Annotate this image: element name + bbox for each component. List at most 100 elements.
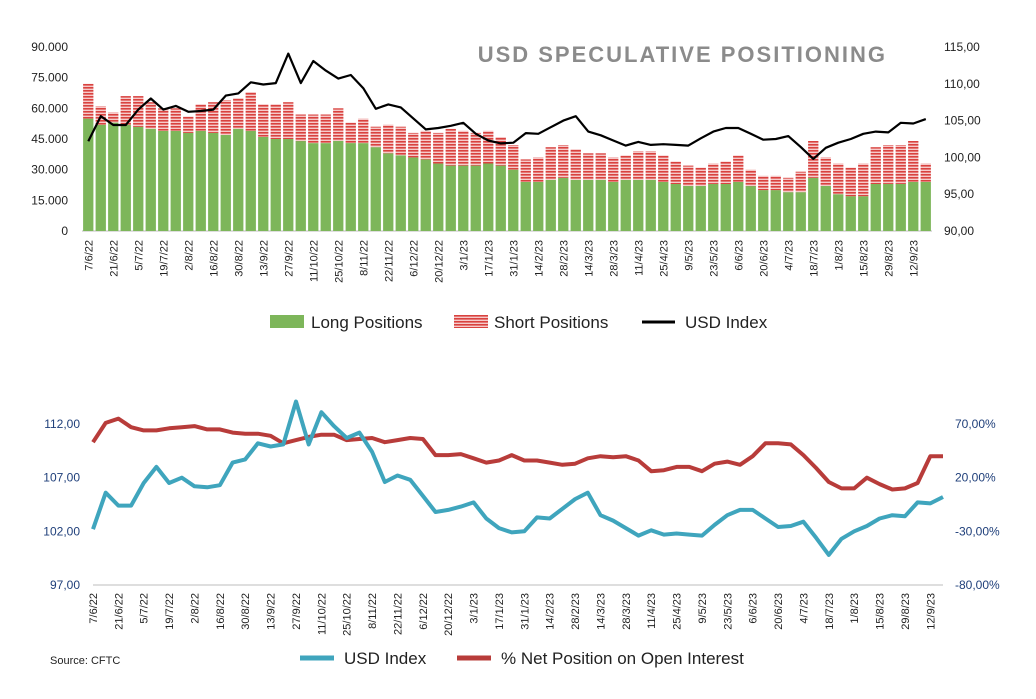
short-bar: [845, 167, 856, 197]
long-bar: [583, 179, 594, 231]
left-tick-label: 75.000: [31, 71, 68, 85]
short-bar: [695, 167, 706, 186]
x-tick-label: 18/7/23: [824, 593, 836, 630]
short-bar: [383, 124, 394, 154]
short-bar: [620, 155, 631, 180]
long-bar: [645, 179, 656, 231]
x-tick-label: 29/8/23: [883, 240, 895, 277]
x-tick-label: 2/8/22: [190, 593, 202, 624]
long-bar: [383, 153, 394, 231]
left-tick-label: 107,00: [43, 471, 80, 485]
long-bar: [670, 184, 681, 231]
long-bar: [520, 181, 531, 231]
long-bar: [595, 179, 606, 231]
long-bar: [420, 159, 431, 231]
x-tick-label: 6/12/22: [408, 240, 420, 277]
long-bar: [95, 124, 106, 231]
left-tick-label: 97,00: [50, 578, 80, 592]
short-bar: [233, 98, 244, 129]
x-tick-label: 1/8/23: [849, 593, 861, 624]
short-bar: [458, 130, 469, 166]
x-tick-label: 27/9/22: [283, 240, 295, 277]
left-axis: 90.000 75.000 60.000 45.000 30.000 15.000 0: [31, 40, 68, 238]
x-tick-label: 11/10/22: [308, 240, 320, 282]
short-bar: [783, 177, 794, 193]
short-bar: [508, 145, 519, 170]
left-tick-label: 90.000: [31, 40, 68, 54]
x-tick-label: 6/12/22: [418, 593, 430, 630]
x-tick-label: 28/3/23: [608, 240, 620, 277]
x-tick-label: 30/8/22: [240, 593, 252, 630]
x-tick-label: 19/7/22: [158, 240, 170, 277]
x-tick-label: 20/12/22: [443, 593, 455, 636]
long-bar: [345, 143, 356, 231]
short-bar: [133, 96, 144, 127]
x-tick-label: 13/9/22: [266, 593, 278, 630]
short-bar: [345, 122, 356, 143]
long-bar: [683, 186, 694, 231]
short-bar: [445, 128, 456, 166]
long-bar: [445, 165, 456, 231]
long-bar: [608, 181, 619, 231]
x-tick-label: 17/1/23: [483, 240, 495, 277]
short-bar: [733, 155, 744, 182]
short-bar: [770, 175, 781, 191]
x-tick-label: 11/10/22: [316, 593, 328, 635]
right-tick-label: 105,00: [944, 114, 981, 128]
long-bar: [483, 163, 494, 231]
left-tick-label: 102,00: [43, 524, 80, 538]
x-tick-label: 2/8/22: [183, 240, 195, 271]
long-bar: [545, 179, 556, 231]
x-tick-label: 25/10/22: [333, 240, 345, 283]
long-bar: [558, 177, 569, 231]
x-tick-label: 14/3/23: [596, 593, 608, 630]
long-bar: [770, 190, 781, 231]
legend-label-short: Short Positions: [494, 313, 608, 332]
x-tick-label: 29/8/23: [900, 593, 912, 630]
short-bar: [333, 108, 344, 141]
x-tick-label: 8/11/22: [367, 593, 379, 629]
x-tick-label: 9/5/23: [683, 240, 695, 271]
right-tick-label: 70,00%: [955, 417, 996, 431]
long-bar: [745, 186, 756, 231]
right-tick-label: 100,00: [944, 150, 981, 164]
long-bar: [895, 184, 906, 231]
x-tick-label: 22/11/22: [383, 240, 395, 282]
x-tick-label: 28/2/23: [558, 240, 570, 277]
short-bar: [570, 149, 581, 180]
long-bar: [308, 143, 319, 231]
short-bar: [883, 145, 894, 184]
x-tick-label: 3/1/23: [469, 593, 481, 624]
x-tick-label: 16/8/22: [208, 240, 220, 277]
short-bar: [370, 126, 381, 148]
long-bar: [495, 165, 506, 231]
long-bar: [270, 139, 281, 231]
legend: Long Positions Short Positions USD Index: [270, 313, 768, 332]
right-tick-label: 20,00%: [955, 471, 996, 485]
long-bar: [395, 155, 406, 231]
right-tick-label: 115,00: [944, 40, 980, 54]
x-tick-label: 12/9/23: [908, 240, 920, 277]
short-bar: [208, 102, 219, 133]
x-tick-label: 21/6/22: [108, 240, 120, 277]
short-bar: [358, 118, 369, 144]
short-bar: [558, 145, 569, 178]
usd-index-line: [87, 52, 927, 160]
long-bar: [870, 184, 881, 231]
legend-swatch-long: [270, 315, 304, 328]
long-bar: [258, 137, 269, 231]
long-bar: [320, 143, 331, 231]
long-bar: [108, 122, 119, 231]
long-bar: [620, 179, 631, 231]
long-bar: [758, 190, 769, 231]
long-bar: [795, 192, 806, 231]
long-bar: [295, 141, 306, 231]
short-bar: [720, 161, 731, 184]
short-bar: [633, 151, 644, 180]
source-note: Source: CFTC: [50, 655, 121, 667]
x-tick-label: 27/9/22: [291, 593, 303, 630]
x-tick-label: 28/3/23: [621, 593, 633, 630]
right-tick-label: -80,00%: [955, 578, 1000, 592]
long-bar: [208, 132, 219, 231]
chart-title: USD SPECULATIVE POSITIONING: [478, 42, 887, 67]
